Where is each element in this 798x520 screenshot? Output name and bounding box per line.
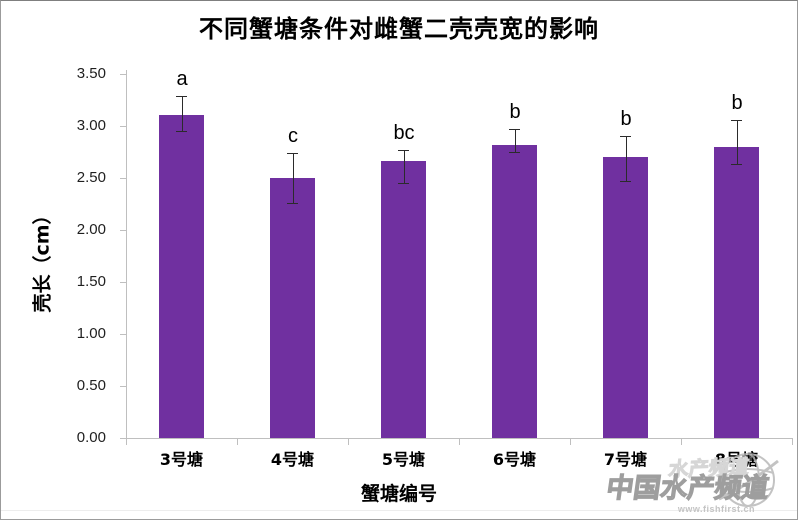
- error-bar-cap-top: [620, 136, 631, 137]
- y-axis-tick: [120, 334, 126, 335]
- y-axis-tick: [120, 230, 126, 231]
- y-axis-tick: [120, 438, 126, 439]
- x-axis-tick: [237, 439, 238, 445]
- x-tick-label: 8号塘: [714, 450, 759, 469]
- sig-letter: b: [620, 108, 632, 130]
- x-axis-tick: [459, 439, 460, 445]
- bar: [381, 161, 426, 438]
- sig-letter: a: [176, 68, 188, 90]
- x-axis-tick: [792, 439, 793, 445]
- x-axis-tick: [126, 439, 127, 445]
- x-axis-line: [126, 438, 793, 439]
- plot-area: 0.00 0.50 1.00 1.50 2.00 2.50 3.00 3.50 a 3号塘 c 4号塘…: [77, 65, 793, 469]
- error-bar-line: [404, 150, 405, 183]
- x-axis-tick: [348, 439, 349, 445]
- error-bar-line: [182, 96, 183, 131]
- sig-letter: bc: [393, 122, 415, 144]
- bar: [270, 178, 315, 438]
- bar: [714, 147, 759, 438]
- y-tick-label: 3.00: [76, 117, 106, 134]
- y-axis-tick: [120, 386, 126, 387]
- error-bar-line: [293, 153, 294, 203]
- y-tick-label: 0.50: [76, 377, 106, 394]
- y-tick-label: 0.00: [76, 429, 106, 446]
- y-axis-tick: [120, 126, 126, 127]
- x-tick-label: 4号塘: [270, 450, 315, 469]
- y-tick-label: 2.00: [76, 221, 106, 238]
- x-axis-tick: [681, 439, 682, 445]
- error-bar-cap-bottom: [398, 183, 409, 184]
- sig-letter: b: [731, 92, 743, 114]
- y-axis-tick: [120, 282, 126, 283]
- y-axis-tick: [120, 178, 126, 179]
- x-tick-label: 5号塘: [381, 450, 426, 469]
- bar: [492, 145, 537, 438]
- chart-title: 不同蟹塘条件对雌蟹二壳壳宽的影响: [199, 15, 599, 43]
- y-tick-label: 1.00: [76, 325, 106, 342]
- error-bar-cap-bottom: [620, 181, 631, 182]
- y-axis-line: [126, 70, 127, 438]
- x-tick-label: 7号塘: [603, 450, 648, 469]
- error-bar-cap-top: [176, 96, 187, 97]
- sig-letter: b: [509, 101, 521, 123]
- x-axis-tick: [570, 439, 571, 445]
- y-tick-label: 3.50: [76, 65, 106, 82]
- error-bar-cap-bottom: [731, 164, 742, 165]
- x-axis-title: 蟹塘编号: [360, 483, 437, 505]
- error-bar-cap-bottom: [287, 203, 298, 204]
- bar: [159, 115, 204, 438]
- error-bar-cap-bottom: [176, 131, 187, 132]
- error-bar-cap-top: [509, 129, 520, 130]
- bar: [603, 157, 648, 438]
- error-bar-line: [737, 120, 738, 164]
- x-tick-label: 3号塘: [159, 450, 204, 469]
- sig-letter: c: [288, 125, 298, 147]
- error-bar-cap-top: [398, 150, 409, 151]
- error-bar-cap-top: [731, 120, 742, 121]
- y-tick-label: 2.50: [76, 169, 106, 186]
- error-bar-line: [515, 129, 516, 152]
- y-tick-label: 1.50: [76, 273, 106, 290]
- chart-frame-inner-line: [1, 510, 797, 511]
- error-bar-cap-bottom: [509, 152, 520, 153]
- error-bar-cap-top: [287, 153, 298, 154]
- x-tick-label: 6号塘: [492, 450, 537, 469]
- y-axis-tick: [120, 74, 126, 75]
- error-bar-line: [626, 136, 627, 181]
